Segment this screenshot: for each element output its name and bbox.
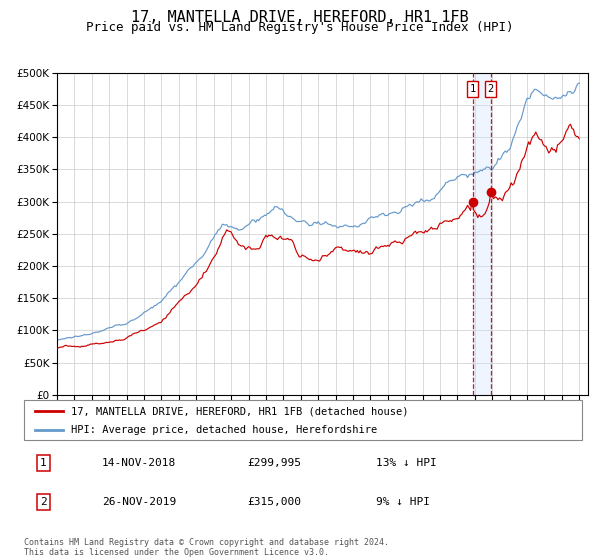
Text: HPI: Average price, detached house, Herefordshire: HPI: Average price, detached house, Here… xyxy=(71,425,377,435)
Text: 17, MANTELLA DRIVE, HEREFORD, HR1 1FB: 17, MANTELLA DRIVE, HEREFORD, HR1 1FB xyxy=(131,10,469,25)
Bar xyxy=(473,73,491,395)
Text: 26-NOV-2019: 26-NOV-2019 xyxy=(102,497,176,507)
Text: 1: 1 xyxy=(40,458,47,468)
Text: 1: 1 xyxy=(469,84,476,94)
Text: 13% ↓ HPI: 13% ↓ HPI xyxy=(376,458,436,468)
FancyBboxPatch shape xyxy=(24,400,582,440)
Text: 17, MANTELLA DRIVE, HEREFORD, HR1 1FB (detached house): 17, MANTELLA DRIVE, HEREFORD, HR1 1FB (d… xyxy=(71,407,409,417)
Text: £315,000: £315,000 xyxy=(247,497,301,507)
Text: £299,995: £299,995 xyxy=(247,458,301,468)
Text: 9% ↓ HPI: 9% ↓ HPI xyxy=(376,497,430,507)
Text: 2: 2 xyxy=(487,84,494,94)
Text: 2: 2 xyxy=(40,497,47,507)
Text: 14-NOV-2018: 14-NOV-2018 xyxy=(102,458,176,468)
Text: Contains HM Land Registry data © Crown copyright and database right 2024.
This d: Contains HM Land Registry data © Crown c… xyxy=(24,538,389,557)
Text: Price paid vs. HM Land Registry's House Price Index (HPI): Price paid vs. HM Land Registry's House … xyxy=(86,21,514,34)
